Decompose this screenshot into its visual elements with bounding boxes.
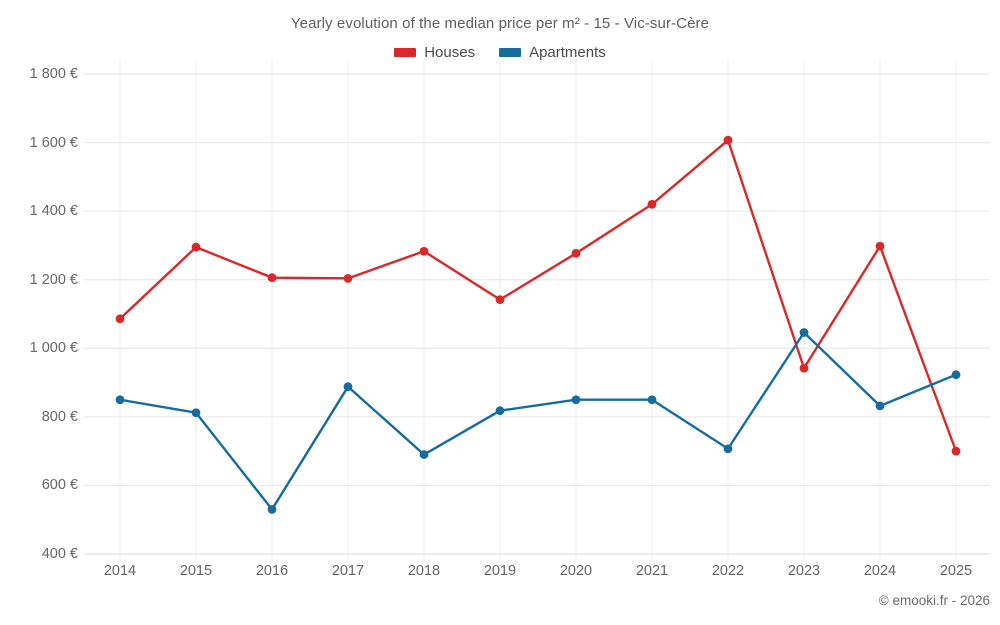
series-line-houses (118, 138, 958, 453)
x-tick-label-2015: 2015 (179, 563, 213, 579)
data-point-apartments-2017[interactable] (343, 382, 353, 392)
data-point-houses-2014[interactable] (115, 314, 125, 324)
data-point-apartments-2024[interactable] (875, 401, 885, 411)
data-point-houses-2024[interactable] (875, 241, 885, 251)
x-tick-label-2022: 2022 (711, 563, 745, 579)
data-point-apartments-2020[interactable] (571, 395, 581, 405)
legend-swatch-icon (499, 48, 522, 57)
chart-legend: Houses Apartments (0, 44, 1000, 61)
x-tick-label-2025: 2025 (939, 563, 973, 579)
data-point-apartments-2019[interactable] (495, 406, 505, 416)
data-point-houses-2020[interactable] (571, 248, 581, 258)
x-tick-label-2021: 2021 (635, 563, 669, 579)
data-point-apartments-2023[interactable] (799, 328, 809, 337)
x-tick-label-2014: 2014 (103, 563, 137, 579)
x-tick-label-2016: 2016 (255, 563, 289, 579)
data-point-apartments-2025[interactable] (951, 370, 961, 380)
footer-credit: © emooki.fr - 2026 (878, 593, 990, 608)
y-tick-label: 600 € (41, 477, 78, 494)
y-tick-label: 400 € (41, 546, 78, 562)
x-tick-label-2023: 2023 (787, 563, 821, 579)
legend-label: Houses (424, 44, 476, 61)
data-point-houses-2017[interactable] (343, 273, 353, 283)
legend-label: Apartments (529, 44, 606, 61)
data-point-houses-2015[interactable] (191, 242, 201, 252)
y-tick-label: 800 € (41, 408, 78, 425)
x-tick-label-2017: 2017 (331, 563, 365, 579)
data-point-apartments-2014[interactable] (115, 395, 125, 405)
legend-item-houses[interactable]: Houses (394, 44, 475, 61)
legend-item-apartments[interactable]: Apartments (499, 44, 606, 61)
data-point-apartments-2015[interactable] (191, 408, 201, 418)
data-point-houses-2023[interactable] (799, 363, 809, 373)
data-point-apartments-2021[interactable] (647, 395, 657, 405)
x-tick-label-2019: 2019 (483, 563, 517, 579)
data-point-houses-2019[interactable] (495, 295, 505, 304)
y-axis: 400 € 600 € 800 € 1 000 € 1 200 € 1 400 € 1 60… (0, 0, 78, 625)
y-tick-label: 1 600 € (29, 134, 78, 151)
data-point-apartments-2016[interactable] (267, 505, 277, 514)
y-tick-label: 1 200 € (29, 271, 78, 288)
data-point-houses-2021[interactable] (647, 199, 657, 209)
data-point-houses-2018[interactable] (419, 246, 429, 256)
y-tick-label: 1 800 € (29, 66, 78, 82)
y-tick-label: 1 000 € (29, 340, 78, 357)
x-tick-label-2024: 2024 (863, 563, 897, 579)
data-point-houses-2025[interactable] (951, 446, 961, 456)
y-tick-label: 1 400 € (29, 203, 78, 220)
x-tick-label-2018: 2018 (407, 563, 441, 579)
data-point-apartments-2018[interactable] (419, 450, 429, 459)
series-line-apartments (118, 331, 958, 511)
chart-title: Yearly evolution of the median price per… (290, 15, 710, 32)
data-point-houses-2016[interactable] (267, 273, 277, 283)
data-point-houses-2022[interactable] (723, 135, 733, 145)
data-point-apartments-2022[interactable] (723, 444, 733, 454)
legend-swatch-icon (394, 48, 417, 57)
x-tick-label-2020: 2020 (559, 563, 593, 579)
